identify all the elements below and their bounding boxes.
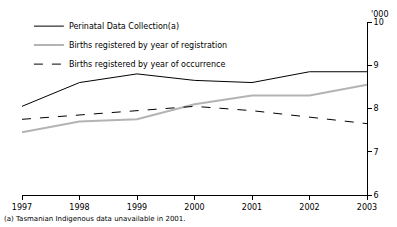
svg-text:Births registered by year of r: Births registered by year of registratio… [69, 41, 227, 50]
svg-text:1998: 1998 [69, 203, 89, 212]
svg-text:2000: 2000 [184, 203, 204, 212]
svg-text:6: 6 [374, 191, 379, 200]
svg-text:2002: 2002 [299, 203, 319, 212]
svg-text:Births registered by year of o: Births registered by year of occurrence [69, 60, 226, 69]
svg-text:1997: 1997 [12, 203, 32, 212]
svg-text:(a) Tasmanian Indigenous data: (a) Tasmanian Indigenous data unavailabl… [4, 215, 185, 223]
svg-text:2001: 2001 [242, 203, 262, 212]
svg-text:'000: '000 [371, 10, 388, 19]
svg-text:10: 10 [374, 18, 384, 27]
svg-text:9: 9 [374, 61, 379, 70]
svg-text:Perinatal Data Collection(a): Perinatal Data Collection(a) [69, 22, 179, 31]
svg-text:7: 7 [374, 148, 379, 157]
svg-text:8: 8 [374, 104, 379, 113]
svg-text:2003: 2003 [357, 203, 377, 212]
svg-text:1999: 1999 [127, 203, 147, 212]
